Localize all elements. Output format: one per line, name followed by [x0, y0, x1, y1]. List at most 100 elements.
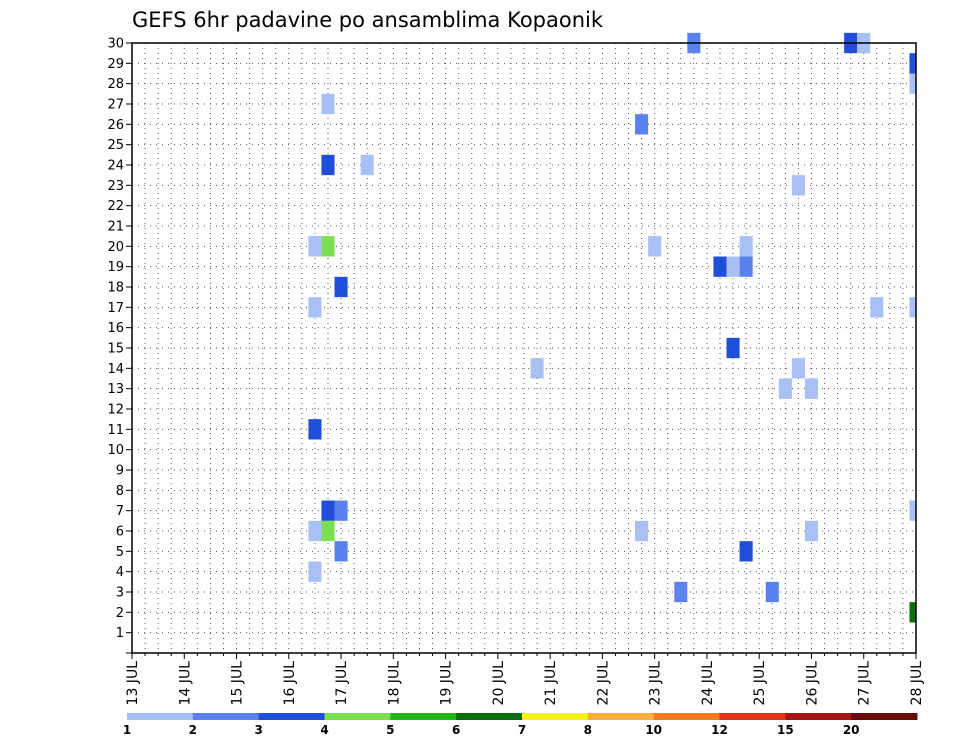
- precip-cell: [791, 358, 805, 379]
- colorbar-label: 3: [254, 723, 262, 737]
- chart-title: GEFS 6hr padavine po ansamblima Kopaonik: [132, 8, 604, 32]
- precip-cell: [778, 378, 792, 399]
- x-tick-label: 26 JUL: [804, 661, 820, 706]
- y-tick-label: 12: [107, 403, 124, 418]
- x-tick-label: 20 JUL: [491, 661, 507, 706]
- x-tick-label: 18 JUL: [386, 661, 402, 706]
- y-tick-label: 17: [107, 301, 124, 316]
- precip-cell: [308, 297, 322, 318]
- x-tick-label: 17 JUL: [334, 661, 350, 706]
- y-tick-label: 1: [116, 626, 124, 641]
- precip-cell: [308, 419, 322, 440]
- precip-cell: [334, 541, 348, 562]
- x-tick-label: 14 JUL: [177, 661, 193, 706]
- colorbar-swatch: [324, 713, 391, 720]
- precip-cell: [360, 154, 374, 176]
- colorbar-label: 6: [452, 723, 460, 737]
- precip-cell: [909, 53, 916, 74]
- precip-cell: [321, 236, 335, 257]
- colorbar-swatch: [785, 713, 852, 720]
- colorbar-swatch: [851, 713, 918, 720]
- colorbar-label: 7: [518, 723, 526, 737]
- precip-cell: [321, 154, 335, 176]
- colorbar-swatch: [390, 713, 457, 720]
- grid-lines: [132, 42, 916, 653]
- colorbar-label: 1: [123, 723, 131, 737]
- y-tick-label: 25: [107, 138, 124, 153]
- y-tick-label: 27: [107, 98, 124, 113]
- precip-cell: [791, 175, 805, 196]
- precip-cell: [321, 93, 335, 115]
- precip-cell: [726, 256, 740, 277]
- precip-cell: [726, 337, 740, 359]
- precip-cell: [739, 256, 753, 277]
- colorbar-label: 8: [584, 723, 592, 737]
- precip-cell: [870, 297, 884, 318]
- precip-cell: [909, 500, 916, 521]
- precip-cell: [739, 236, 753, 257]
- precip-cell: [674, 581, 688, 603]
- colorbar-swatch: [192, 713, 260, 720]
- x-tick-label: 21 JUL: [543, 661, 559, 706]
- precip-cell: [909, 602, 916, 623]
- y-tick-label: 22: [107, 199, 124, 214]
- x-tick-label: 27 JUL: [857, 661, 873, 706]
- colorbar-swatch: [127, 713, 194, 720]
- x-axis: 13 JUL 14 JUL 15 JUL 16 JUL 17 JUL 18 JUL 19 J…: [125, 653, 925, 705]
- y-tick-label: 18: [107, 281, 124, 296]
- y-tick-label: 13: [107, 382, 124, 397]
- colorbar-label: 12: [711, 723, 728, 737]
- precip-cell: [334, 500, 348, 521]
- y-tick-label: 16: [107, 321, 124, 336]
- y-tick-label: 19: [107, 260, 124, 275]
- y-tick-label: 11: [107, 423, 124, 438]
- data-cells: [308, 32, 916, 623]
- x-tick-label: 13 JUL: [125, 661, 141, 706]
- x-tick-label: 28 JUL: [909, 661, 925, 706]
- y-tick-label: 30: [107, 37, 124, 52]
- precip-cell: [308, 236, 322, 257]
- precip-cell: [765, 581, 779, 603]
- colorbar-swatch: [258, 713, 325, 720]
- y-tick-label: 9: [116, 464, 124, 479]
- precip-cell: [804, 378, 818, 399]
- y-axis: 1234567891011121314151617181920212223242…: [107, 37, 132, 654]
- precip-cell: [334, 276, 348, 298]
- precip-cell: [321, 520, 335, 542]
- x-tick-label: 24 JUL: [700, 661, 716, 706]
- precip-cell: [909, 73, 916, 94]
- y-tick-label: 24: [107, 159, 124, 174]
- precip-cell: [530, 358, 544, 379]
- y-tick-label: 6: [116, 525, 124, 540]
- x-tick-label: 15 JUL: [230, 661, 246, 706]
- precip-cell: [804, 520, 818, 542]
- precip-cell: [308, 520, 322, 542]
- y-tick-label: 26: [107, 118, 124, 133]
- precip-cell: [739, 541, 753, 562]
- y-tick-label: 28: [107, 77, 124, 92]
- y-tick-label: 4: [116, 565, 124, 580]
- y-tick-label: 14: [107, 362, 124, 377]
- y-tick-label: 7: [116, 504, 124, 519]
- precip-cell: [648, 236, 662, 257]
- precip-cell: [909, 297, 916, 318]
- colorbar-label: 2: [189, 723, 197, 737]
- colorbar-swatch: [719, 713, 786, 720]
- y-tick-label: 5: [116, 545, 124, 560]
- y-tick-label: 29: [107, 57, 124, 72]
- x-tick-label: 19 JUL: [439, 661, 455, 706]
- colorbar-label: 20: [843, 723, 860, 737]
- precip-cell: [308, 561, 322, 582]
- colorbar-label: 5: [386, 723, 394, 737]
- precip-cell: [635, 114, 649, 135]
- y-tick-label: 20: [107, 240, 124, 255]
- colorbar-swatch: [587, 713, 655, 720]
- colorbar-swatch: [522, 713, 589, 720]
- y-tick-label: 10: [107, 443, 124, 458]
- x-tick-label: 25 JUL: [752, 661, 768, 706]
- colorbar: 1 2 3 4 5 6 7 8 10 12 15 20: [123, 713, 918, 737]
- y-tick-label: 21: [107, 220, 124, 235]
- y-tick-label: 2: [116, 606, 124, 621]
- y-tick-label: 3: [116, 586, 124, 601]
